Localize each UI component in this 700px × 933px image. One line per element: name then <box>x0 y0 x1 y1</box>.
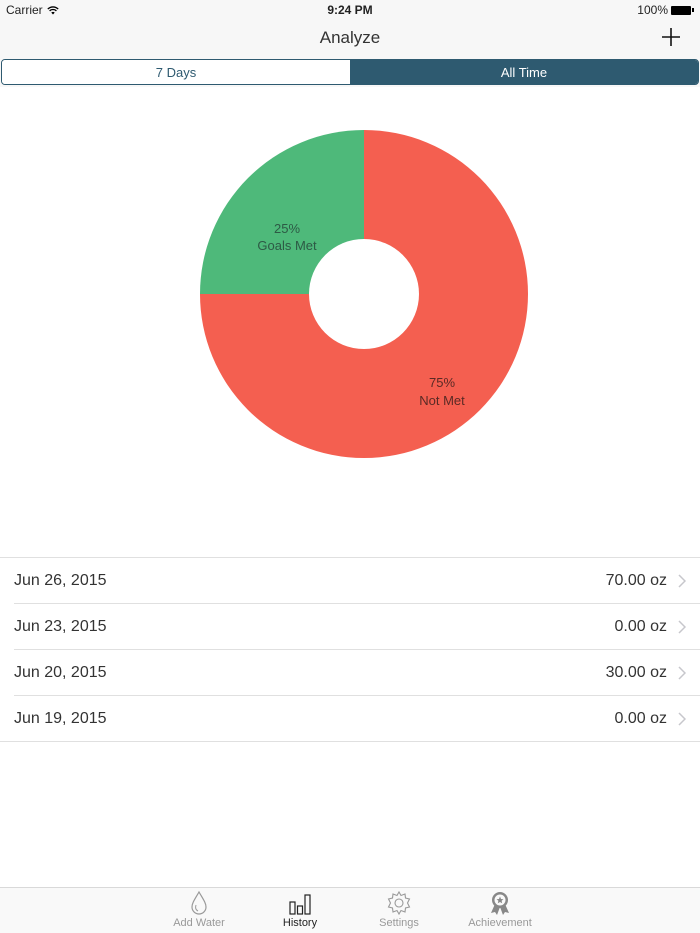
bar-chart-icon <box>289 894 311 915</box>
history-row[interactable]: Jun 19, 2015 0.00 oz <box>0 696 700 742</box>
not-met-percent: 75% <box>429 375 455 390</box>
row-amount: 30.00 oz <box>605 664 667 681</box>
tab-settings[interactable]: Settings <box>354 890 444 932</box>
history-row[interactable]: Jun 20, 2015 30.00 oz <box>0 650 700 696</box>
battery-percent: 100% <box>637 3 668 17</box>
row-amount: 70.00 oz <box>605 572 667 589</box>
status-bar: Carrier 9:24 PM 100% <box>0 0 700 20</box>
tab-add-water[interactable]: Add Water <box>154 890 244 932</box>
goals-met-percent: 25% <box>274 221 300 236</box>
water-drop-icon <box>191 890 207 915</box>
chevron-right-icon <box>678 574 686 588</box>
clock: 9:24 PM <box>327 3 373 17</box>
navigation-bar: Analyze <box>0 20 700 57</box>
segment-7-days[interactable]: 7 Days <box>2 60 350 84</box>
goals-met-label: Goals Met <box>257 238 317 253</box>
history-row[interactable]: Jun 23, 2015 0.00 oz <box>0 604 700 650</box>
slice-goals-met <box>200 130 364 294</box>
row-date: Jun 20, 2015 <box>14 664 107 681</box>
tab-label: Achievement <box>468 917 532 929</box>
history-list: Jun 26, 2015 70.00 oz Jun 23, 2015 0.00 … <box>0 557 700 742</box>
row-date: Jun 19, 2015 <box>14 710 107 727</box>
chevron-right-icon <box>678 666 686 680</box>
carrier-info: Carrier <box>6 3 59 17</box>
chevron-right-icon <box>678 712 686 726</box>
row-amount: 0.00 oz <box>614 710 667 727</box>
tab-label: Settings <box>379 917 419 929</box>
row-amount: 0.00 oz <box>614 618 667 635</box>
segment-bar: 7 Days All Time <box>0 57 700 87</box>
time-range-segmented-control: 7 Days All Time <box>1 59 699 85</box>
battery-icon <box>671 5 691 15</box>
row-date: Jun 26, 2015 <box>14 572 107 589</box>
tab-label: Add Water <box>173 917 225 929</box>
page-title: Analyze <box>319 28 381 47</box>
tab-label: History <box>282 917 318 929</box>
row-date: Jun 23, 2015 <box>14 618 107 635</box>
not-met-label: Not Met <box>419 393 465 408</box>
goals-donut-chart: 25% Goals Met 75% Not Met <box>200 130 528 458</box>
ribbon-award-icon <box>491 892 509 915</box>
plus-icon[interactable] <box>658 24 684 50</box>
history-row[interactable]: Jun 26, 2015 70.00 oz <box>0 558 700 604</box>
battery-indicator: 100% <box>637 3 694 17</box>
tab-history[interactable]: History <box>255 890 345 932</box>
segment-all-time[interactable]: All Time <box>350 60 698 84</box>
carrier-label: Carrier <box>6 3 43 17</box>
wifi-icon <box>47 5 59 14</box>
tab-bar: Add Water History Settings Achievement <box>0 887 700 933</box>
chevron-right-icon <box>678 620 686 634</box>
gear-icon <box>387 890 411 916</box>
tab-achievement[interactable]: Achievement <box>455 890 545 932</box>
